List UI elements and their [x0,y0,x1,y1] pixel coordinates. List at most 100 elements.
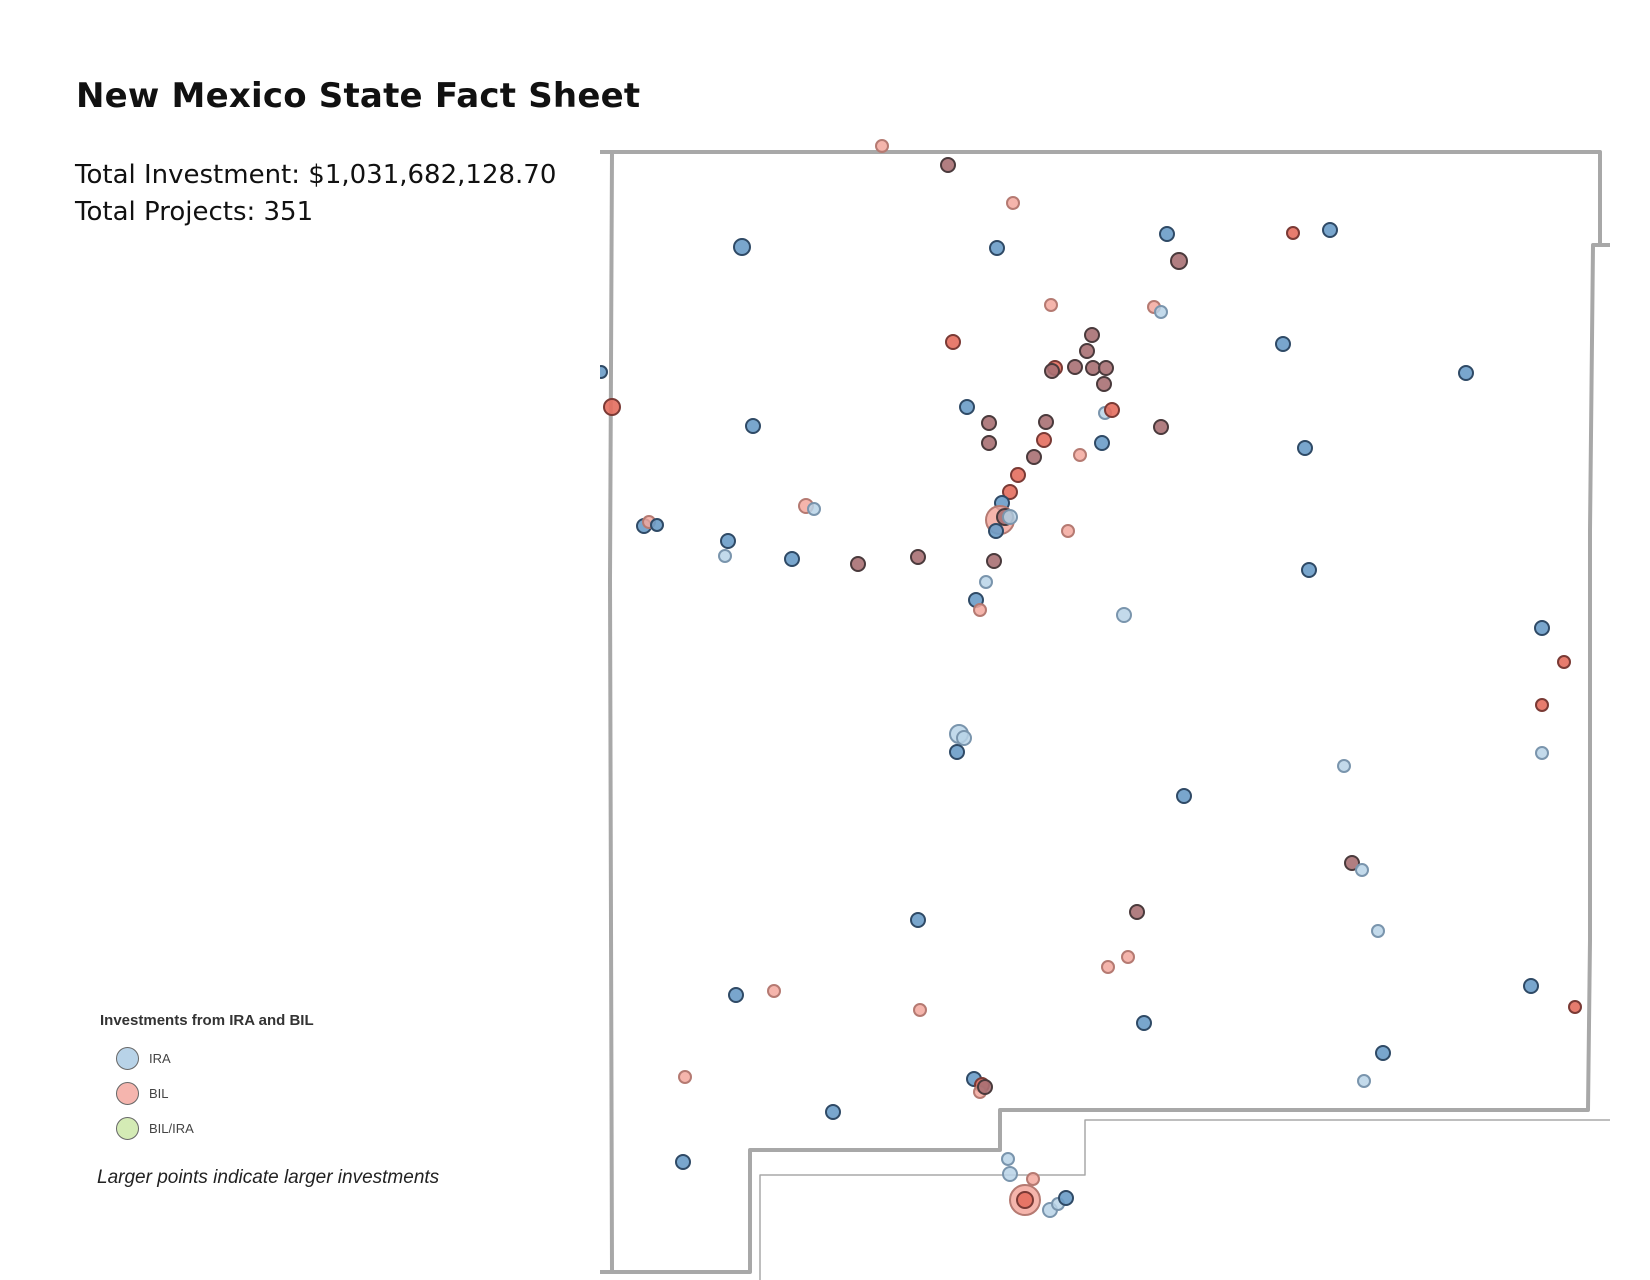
legend-title: Investments from IRA and BIL [100,1012,314,1029]
investment-point[interactable] [825,1104,841,1120]
investment-point[interactable] [977,1079,993,1095]
investment-point[interactable] [1154,305,1168,319]
investment-point[interactable] [745,418,761,434]
map-legend: Investments from IRA and BIL IRA BIL BIL… [100,1012,500,1146]
investment-point[interactable] [1136,1015,1152,1031]
investment-point[interactable] [989,240,1005,256]
investment-point[interactable] [959,399,975,415]
investment-point[interactable] [1061,524,1075,538]
investment-point[interactable] [1006,196,1020,210]
investment-point[interactable] [910,912,926,928]
investment-point[interactable] [981,415,997,431]
investment-point[interactable] [1036,432,1052,448]
total-projects: Total Projects: 351 [75,197,314,227]
investment-point[interactable] [1535,698,1549,712]
investment-point[interactable] [1523,978,1539,994]
investment-point[interactable] [1170,252,1188,270]
investment-point[interactable] [850,556,866,572]
legend-item-ira: IRA [100,1041,500,1076]
investment-point[interactable] [1355,863,1369,877]
investment-point[interactable] [733,238,751,256]
investment-point[interactable] [1275,336,1291,352]
investment-point[interactable] [1458,365,1474,381]
investment-point[interactable] [949,744,965,760]
investment-point[interactable] [1176,788,1192,804]
investment-point[interactable] [1002,1166,1018,1182]
investment-point[interactable] [1116,607,1132,623]
summary-stats: Total Investment: $1,031,682,128.70 Tota… [75,157,556,231]
investment-point[interactable] [973,603,987,617]
investment-point[interactable] [1001,1152,1015,1166]
investment-point[interactable] [720,533,736,549]
investment-point[interactable] [1153,419,1169,435]
investment-point[interactable] [603,398,621,416]
investment-point[interactable] [1371,924,1385,938]
investment-point[interactable] [1159,226,1175,242]
investment-point[interactable] [678,1070,692,1084]
investment-point[interactable] [986,553,1002,569]
investment-point[interactable] [913,1003,927,1017]
state-border [600,150,1610,1280]
investment-point[interactable] [988,523,1004,539]
investment-point[interactable] [940,157,956,173]
investment-point[interactable] [1016,1191,1034,1209]
investment-point[interactable] [1096,376,1112,392]
investment-point[interactable] [910,549,926,565]
legend-label-bil: BIL [149,1086,169,1101]
investment-point[interactable] [1038,414,1054,430]
investment-point[interactable] [1085,360,1101,376]
investment-point[interactable] [1357,1074,1371,1088]
investment-point[interactable] [807,502,821,516]
investment-point[interactable] [1044,363,1060,379]
investment-point[interactable] [1058,1190,1074,1206]
legend-item-bil-ira: BIL/IRA [100,1111,500,1146]
investment-point[interactable] [1079,343,1095,359]
investment-point[interactable] [650,518,664,532]
bil-ira-swatch-icon [116,1117,139,1140]
legend-label-ira: IRA [149,1051,171,1066]
investment-point[interactable] [1094,435,1110,451]
investment-point[interactable] [1534,620,1550,636]
investment-point[interactable] [1002,484,1018,500]
investment-point[interactable] [1535,746,1549,760]
investment-point[interactable] [945,334,961,350]
investment-point[interactable] [1557,655,1571,669]
investment-point[interactable] [600,365,608,379]
investment-point[interactable] [1067,359,1083,375]
investment-point[interactable] [1073,448,1087,462]
investment-point[interactable] [1121,950,1135,964]
investment-point[interactable] [675,1154,691,1170]
investment-point[interactable] [718,549,732,563]
investment-point[interactable] [1286,226,1300,240]
investment-point[interactable] [956,730,972,746]
investment-point[interactable] [1344,855,1360,871]
investment-point[interactable] [1301,562,1317,578]
investment-point[interactable] [1337,759,1351,773]
state-map[interactable] [600,130,1610,1280]
investment-point[interactable] [1026,1172,1040,1186]
investment-point[interactable] [1026,449,1042,465]
investment-point[interactable] [1568,1000,1582,1014]
investment-point[interactable] [1322,222,1338,238]
size-note: Larger points indicate larger investment… [97,1167,440,1188]
investment-point[interactable] [1098,360,1114,376]
investment-point[interactable] [1101,960,1115,974]
investment-point[interactable] [1297,440,1313,456]
investment-points [600,139,1582,1218]
investment-point[interactable] [728,987,744,1003]
investment-point[interactable] [1104,402,1120,418]
investment-point[interactable] [979,575,993,589]
investment-point[interactable] [875,139,889,153]
investment-point[interactable] [1002,509,1018,525]
page-title: New Mexico State Fact Sheet [76,76,641,116]
investment-point[interactable] [1084,327,1100,343]
investment-point[interactable] [1129,904,1145,920]
investment-point[interactable] [1010,467,1026,483]
investment-point[interactable] [767,984,781,998]
investment-point[interactable] [1044,298,1058,312]
investment-point[interactable] [784,551,800,567]
investment-point[interactable] [1375,1045,1391,1061]
legend-label-bil-ira: BIL/IRA [149,1121,194,1136]
investment-point[interactable] [981,435,997,451]
bil-swatch-icon [116,1082,139,1105]
